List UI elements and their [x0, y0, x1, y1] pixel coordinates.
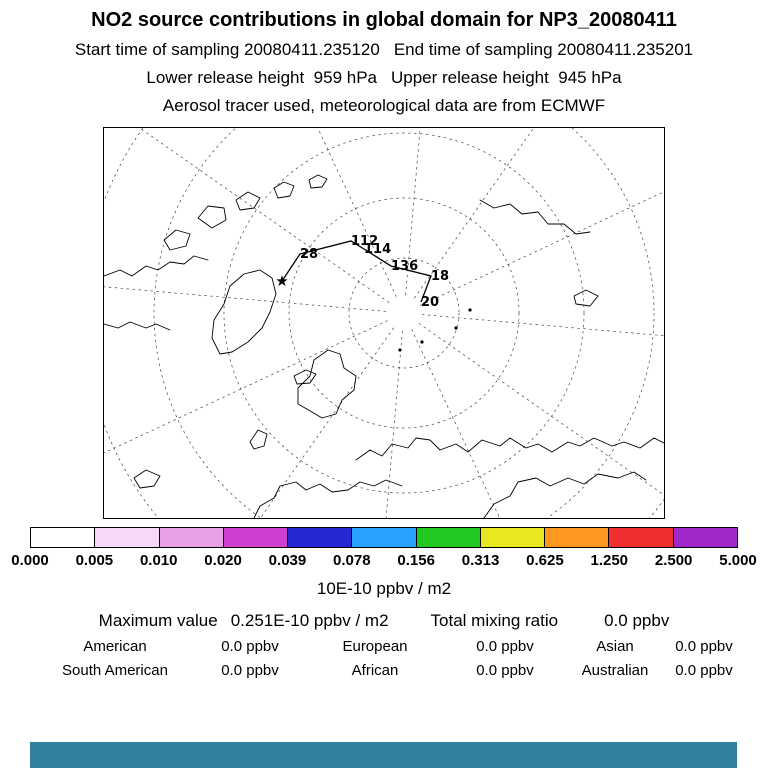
colorbar-segment	[287, 528, 352, 547]
colorbar-tick-label: 0.020	[204, 552, 242, 569]
region-value: 0.0 ppbv	[221, 662, 279, 679]
total-mixing-ratio-label: Total mixing ratio	[430, 611, 559, 630]
graticule-grid	[0, 0, 768, 747]
colorbar-tick-label: 0.005	[75, 552, 114, 569]
release-heights-row: Lower release height 959 hPa Upper relea…	[0, 68, 768, 88]
colorbar-tick-label: 0.000	[11, 552, 49, 569]
max-value: 0.251E-10 ppbv / m2	[230, 611, 389, 630]
region-stats: American 0.0 ppbv European 0.0 ppbv Asian 0.0…	[30, 638, 738, 679]
region-label: American	[83, 638, 147, 655]
colorbar-tick-label: 1.250	[590, 552, 629, 569]
colorbar-segment	[351, 528, 416, 547]
colorbar: 0.000 0.005 0.010 0.020 0.039 0.078 0.156 0.313…	[11, 527, 757, 571]
tracer-info-text: Aerosol tracer used, meteorological data…	[162, 96, 606, 115]
sampling-times-row: Start time of sampling 20080411.235120 E…	[0, 40, 768, 60]
colorbar-segment	[415, 528, 480, 547]
max-value-label: Maximum value	[98, 611, 218, 630]
region-label: Asian	[596, 638, 634, 655]
colorbar-tick-label: 0.039	[268, 552, 307, 569]
region-value: 0.0 ppbv	[476, 662, 534, 679]
colorbar-segment	[544, 528, 609, 547]
trajectory-day-label: 28	[300, 247, 318, 262]
map-panel: ★ 28 112 114 136 18 20	[0, 0, 768, 747]
region-value: 0.0 ppbv	[221, 638, 279, 655]
start-time-text: Start time of sampling 20080411.235120	[74, 40, 380, 59]
colorbar-segment	[158, 528, 223, 547]
colorbar-tick-label: 0.625	[526, 552, 564, 569]
trajectory-day-label: 112	[351, 234, 378, 249]
colorbar-segments	[30, 527, 738, 548]
trajectory-day-label: 136	[391, 259, 418, 274]
end-time-text: End time of sampling 20080411.235201	[393, 40, 694, 59]
region-label: African	[351, 662, 399, 679]
coastlines	[103, 174, 667, 519]
region-label: South American	[62, 662, 168, 679]
trajectory-line	[281, 240, 432, 303]
colorbar-tick-label: 0.313	[461, 552, 500, 569]
colorbar-segment	[94, 528, 159, 547]
colorbar-segment	[479, 528, 545, 547]
colorbar-segment	[31, 528, 95, 547]
region-label: Australian	[581, 662, 649, 679]
plot-title: NO2 source contributions in global domai…	[91, 9, 677, 31]
colorbar-ticks: 0.000 0.005 0.010 0.020 0.039 0.078 0.156 0.313…	[11, 552, 757, 571]
trajectory-day-label: 20	[421, 295, 439, 310]
colorbar-tick-label: 5.000	[719, 552, 757, 569]
colorbar-tick-label: 2.500	[654, 552, 693, 569]
colorbar-tick-label: 0.010	[139, 552, 178, 569]
colorbar-tick-label: 0.078	[333, 552, 371, 569]
region-value: 0.0 ppbv	[476, 638, 534, 655]
summary-line: Maximum value 0.251E-10 ppbv / m2 Total …	[0, 611, 768, 631]
trajectory-day-label: 18	[431, 269, 449, 284]
small-islands	[398, 308, 472, 352]
bottom-strip	[30, 742, 737, 768]
lower-release-text: Lower release height 959 hPa	[146, 68, 377, 87]
region-value: 0.0 ppbv	[675, 638, 733, 655]
colorbar-tick-label: 0.156	[397, 552, 435, 569]
colorbar-segment	[672, 528, 737, 547]
region-label: European	[342, 638, 408, 655]
region-value: 0.0 ppbv	[675, 662, 733, 679]
colorbar-segment	[608, 528, 673, 547]
trajectory-day-label: 114	[364, 242, 391, 257]
colorbar-units-label: 10E-10 ppbv / m2	[316, 579, 452, 598]
release-point-star-icon: ★	[275, 272, 288, 290]
colorbar-segment	[222, 528, 288, 547]
upper-release-text: Upper release height 945 hPa	[391, 68, 622, 87]
total-mixing-ratio-value: 0.0 ppbv	[604, 611, 670, 630]
